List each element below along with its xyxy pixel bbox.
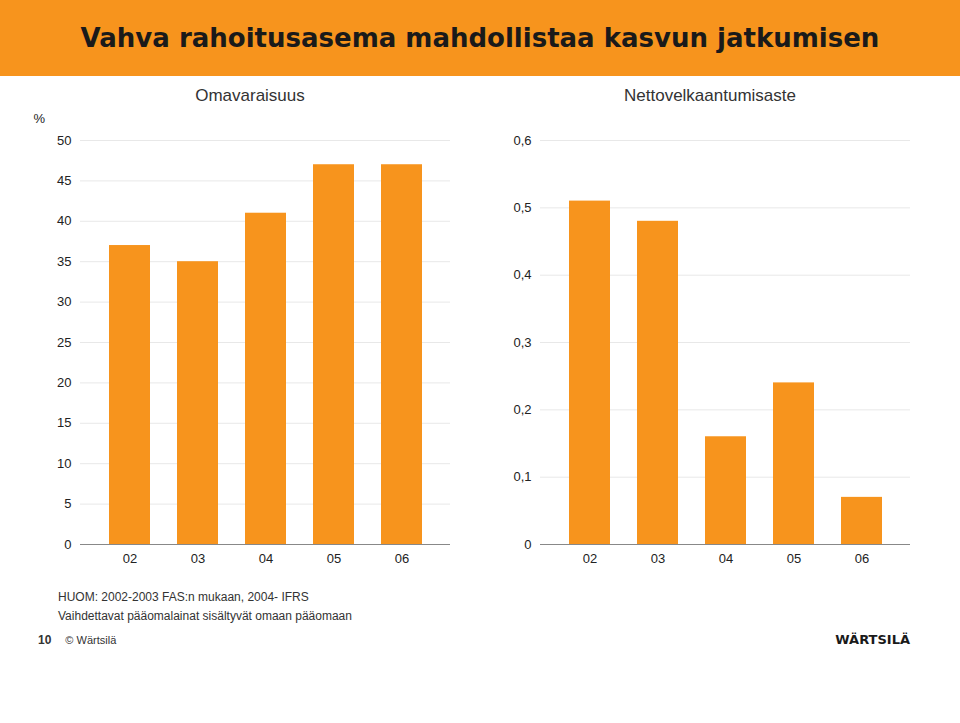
svg-text:06: 06 <box>855 551 869 566</box>
svg-text:02: 02 <box>583 551 597 566</box>
svg-text:15: 15 <box>57 415 71 430</box>
svg-text:0,2: 0,2 <box>513 402 531 417</box>
svg-text:35: 35 <box>57 254 71 269</box>
svg-text:0,5: 0,5 <box>513 200 531 215</box>
svg-text:0: 0 <box>64 537 71 552</box>
svg-text:0: 0 <box>524 537 531 552</box>
svg-text:0,1: 0,1 <box>513 469 531 484</box>
svg-text:10: 10 <box>57 456 71 471</box>
html-text:Omavaraisuus: Omavaraisuus <box>195 86 305 105</box>
svg-text:30: 30 <box>57 294 71 309</box>
svg-text:20: 20 <box>57 375 71 390</box>
svg-text:40: 40 <box>57 213 71 228</box>
html-text:10: 10 <box>38 632 52 647</box>
html-text:HUOM: 2002-2003 FAS:n mukaan,: HUOM: 2002-2003 FAS:n mukaan, 2004- IFRS <box>58 590 309 604</box>
svg-text:03: 03 <box>651 551 665 566</box>
html-text:© Wärtsilä: © Wärtsilä <box>65 633 117 646</box>
html-text:Vaihdettavat pääomalainat sisä: Vaihdettavat pääomalainat sisältyvät oma… <box>58 609 352 624</box>
svg-text:06: 06 <box>395 551 409 566</box>
svg-text:50: 50 <box>57 133 71 148</box>
svg-text:0,4: 0,4 <box>513 267 531 282</box>
svg-text:5: 5 <box>64 496 71 511</box>
svg-text:%: % <box>34 111 46 126</box>
svg-text:0,6: 0,6 <box>513 133 531 148</box>
html-text:Nettovelkaantumisaste: Nettovelkaantumisaste <box>624 86 796 105</box>
svg-text:04: 04 <box>259 551 273 566</box>
svg-text:02: 02 <box>123 551 137 566</box>
svg-text:25: 25 <box>57 335 71 350</box>
svg-text:03: 03 <box>191 551 205 566</box>
svg-text:45: 45 <box>57 173 71 188</box>
svg-text:05: 05 <box>327 551 341 566</box>
svg-text:0,3: 0,3 <box>513 335 531 350</box>
svg-text:05: 05 <box>787 551 801 566</box>
html-text:WÄRTSILÄ: WÄRTSILÄ <box>835 632 910 648</box>
html-text:Vahva rahoitusasema mahdollist: Vahva rahoitusasema mahdollistaa kasvun … <box>80 23 880 53</box>
svg-text:04: 04 <box>719 551 733 566</box>
